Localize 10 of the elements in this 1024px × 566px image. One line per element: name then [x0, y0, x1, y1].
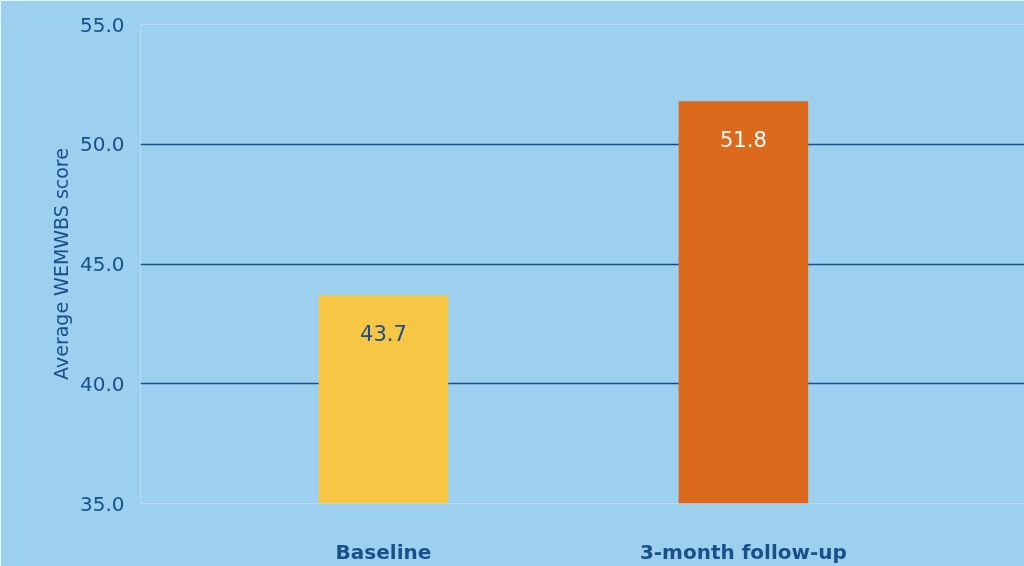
x-tick-label: 3-month follow-up [639, 539, 847, 564]
y-tick-label: 50.0 [79, 132, 125, 157]
y-tick-label: 35.0 [79, 491, 125, 516]
data-label: 43.7 [360, 322, 407, 347]
y-tick-label: 55.0 [79, 12, 125, 37]
y-axis-title: Average WEMWBS score [49, 148, 72, 380]
x-tick-label: Baseline [335, 539, 432, 564]
y-tick-label: 40.0 [79, 371, 125, 396]
y-tick-label: 45.0 [79, 252, 125, 276]
data-label: 51.8 [720, 128, 767, 153]
